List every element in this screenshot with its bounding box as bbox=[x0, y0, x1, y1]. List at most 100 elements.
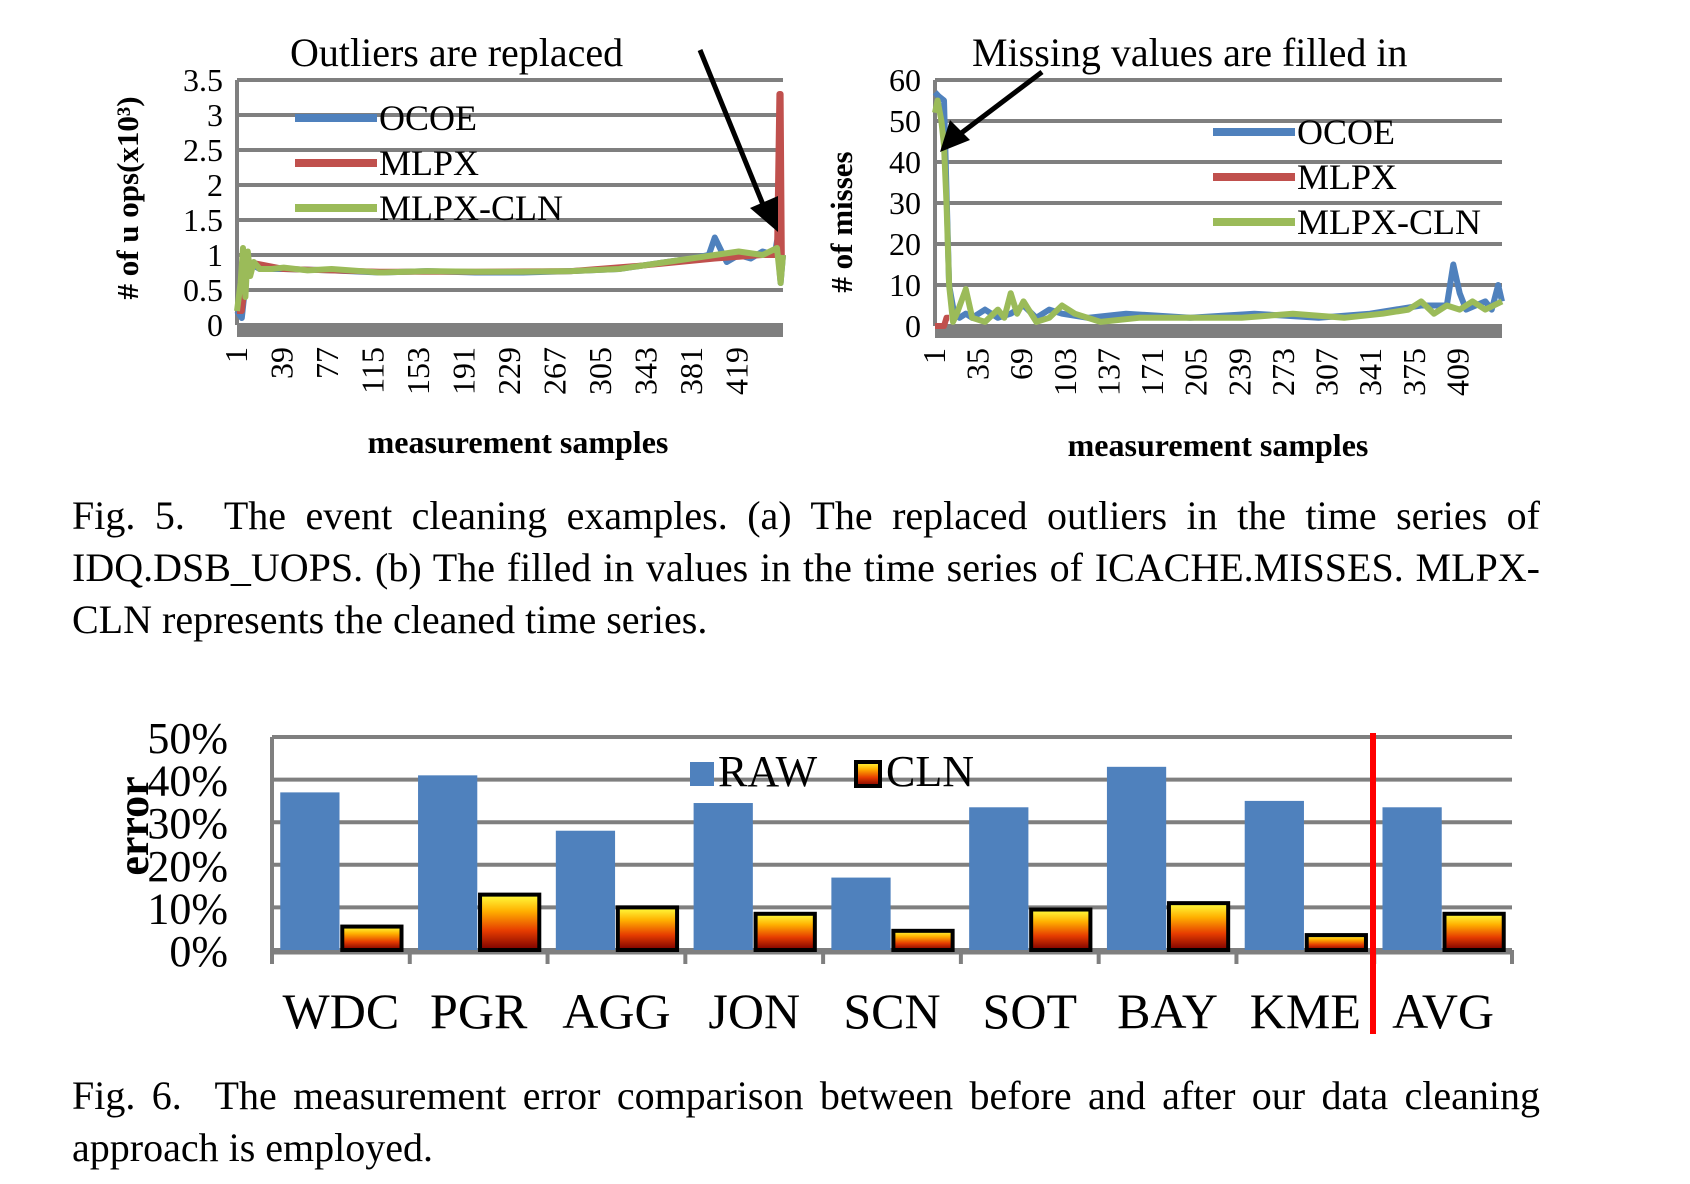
x-tick-label: 205 bbox=[1178, 348, 1214, 396]
annotation-arrow bbox=[697, 49, 778, 232]
legend: OCOE MLPX MLPX-CLN bbox=[1213, 112, 1481, 242]
x-tick-label: 419 bbox=[719, 347, 755, 395]
y-axis-label: # of misses bbox=[824, 151, 859, 292]
y-tick-label: 1 bbox=[207, 237, 223, 273]
x-tick-label: BAY bbox=[1117, 983, 1218, 1039]
x-tick-label: 39 bbox=[264, 347, 300, 379]
x-tick-label: 341 bbox=[1352, 348, 1388, 396]
bar-cln-sot bbox=[1029, 907, 1093, 952]
chart-uops-outliers: 00.511.522.533.5 1 39 77 115 153 191 229 267 305… bbox=[110, 30, 786, 460]
x-tick-label: 103 bbox=[1047, 348, 1083, 396]
x-axis-label: measurement samples bbox=[1068, 427, 1369, 463]
x-tick-label: 343 bbox=[628, 347, 664, 395]
x-tick-label: AVG bbox=[1392, 983, 1494, 1039]
bar-cln-bay bbox=[1166, 901, 1231, 952]
bar-raw-jon bbox=[693, 803, 753, 950]
x-axis bbox=[237, 323, 783, 337]
y-axis-label: # of u ops(x10³) bbox=[110, 96, 145, 299]
bar-cln-avg bbox=[1442, 911, 1506, 952]
legend-swatch-cln bbox=[854, 760, 882, 788]
x-tick-label: 191 bbox=[446, 347, 482, 395]
x-tick-labels: 1 39 77 115 153 191 229 267 305 343 381 419 bbox=[218, 347, 755, 395]
x-tick-label: 77 bbox=[309, 347, 345, 379]
x-tick-label: 229 bbox=[491, 347, 527, 395]
x-tick-label: SOT bbox=[983, 983, 1077, 1039]
y-tick-label: 1.5 bbox=[183, 202, 223, 238]
y-tick-label: 0 bbox=[207, 307, 223, 343]
x-tick-label: 307 bbox=[1309, 348, 1345, 396]
x-tick-label: 115 bbox=[355, 347, 391, 394]
y-tick-label: 30 bbox=[889, 185, 921, 221]
series-line-mlpx-cln bbox=[234, 245, 786, 312]
y-tick-labels: 00.511.522.533.5 bbox=[183, 62, 223, 343]
legend-swatch-raw bbox=[690, 762, 714, 786]
y-tick-label: 2 bbox=[207, 167, 223, 203]
x-tick-label: KME bbox=[1250, 983, 1361, 1039]
bar-raw-kme bbox=[1244, 800, 1304, 950]
legend-label: MLPX bbox=[379, 143, 479, 183]
series-line-mlpx bbox=[935, 314, 950, 329]
annotation-text: Missing values are filled in bbox=[972, 30, 1407, 75]
bar-raw-agg bbox=[555, 830, 616, 950]
figure-5-caption: Fig. 5. The event cleaning examples. (a)… bbox=[72, 490, 1540, 646]
y-tick-label: 40 bbox=[889, 144, 921, 180]
x-axis-label: measurement samples bbox=[368, 424, 669, 460]
x-tick-labels: WDC PGR AGG JON SCN SOT BAY KME AVG bbox=[283, 983, 1494, 1039]
x-tick-label: WDC bbox=[283, 983, 400, 1039]
x-tick-label: 137 bbox=[1090, 348, 1126, 396]
y-tick-label: 10% bbox=[147, 884, 228, 933]
bar-raw-wdc bbox=[280, 792, 340, 950]
legend-label: MLPX-CLN bbox=[379, 188, 563, 228]
y-tick-label: 20 bbox=[889, 226, 921, 262]
x-tick-label: 171 bbox=[1134, 348, 1170, 396]
y-tick-labels: 0 10 20 30 40 50 60 bbox=[889, 62, 921, 344]
x-tick-label: 69 bbox=[1003, 348, 1039, 380]
x-tick-label: 375 bbox=[1396, 348, 1432, 396]
legend-label: MLPX bbox=[1297, 157, 1397, 197]
x-tick-label: 409 bbox=[1439, 348, 1475, 396]
y-tick-label: 3.5 bbox=[183, 62, 223, 98]
legend-label: RAW bbox=[718, 747, 818, 796]
legend-label: OCOE bbox=[379, 98, 477, 138]
x-tick-label: 35 bbox=[960, 348, 996, 380]
x-tick-label: AGG bbox=[562, 983, 670, 1039]
bar-raw-avg bbox=[1382, 807, 1442, 950]
legend-label: OCOE bbox=[1297, 112, 1395, 152]
y-tick-label: 2.5 bbox=[183, 132, 223, 168]
y-axis-label: error bbox=[109, 776, 158, 875]
bar-cln-wdc bbox=[340, 924, 404, 953]
x-tick-label: 1 bbox=[218, 347, 254, 363]
x-tick-label: PGR bbox=[430, 983, 528, 1039]
legend-label: CLN bbox=[886, 747, 974, 796]
x-tick-label: 267 bbox=[537, 347, 573, 395]
bar-cln-pgr bbox=[478, 892, 542, 952]
y-tick-label: 50% bbox=[147, 714, 228, 763]
y-tick-label: 0 bbox=[905, 308, 921, 344]
bar-cln-kme bbox=[1304, 933, 1368, 952]
y-tick-label: 0% bbox=[169, 927, 228, 976]
x-tick-label: 273 bbox=[1265, 348, 1301, 396]
x-tick-label: SCN bbox=[843, 983, 940, 1039]
bar-raw-scn bbox=[831, 877, 891, 950]
bar-raw-bay bbox=[1106, 766, 1167, 950]
x-tick-label: JON bbox=[708, 983, 800, 1039]
series-line-mlpx-cln bbox=[932, 97, 1504, 325]
bar-cln-jon bbox=[753, 911, 817, 952]
bar-cln-scn bbox=[891, 928, 955, 953]
x-tick-label: 305 bbox=[582, 347, 618, 395]
x-axis bbox=[935, 324, 1502, 338]
y-tick-label: 50 bbox=[889, 103, 921, 139]
y-tick-label: 40% bbox=[147, 757, 228, 806]
legend: OCOE MLPX MLPX-CLN bbox=[295, 98, 563, 228]
figure-6-caption: Fig. 6. The measurement error comparison… bbox=[72, 1070, 1540, 1174]
legend-label: MLPX-CLN bbox=[1297, 202, 1481, 242]
x-tick-label: 239 bbox=[1221, 348, 1257, 396]
caption-text: Fig. 6. The measurement error comparison… bbox=[72, 1073, 1540, 1170]
y-tick-label: 10 bbox=[889, 267, 921, 303]
series-line-ocoe bbox=[234, 234, 786, 321]
annotation-text: Outliers are replaced bbox=[290, 30, 623, 75]
x-tick-labels: 1 35 69 103 137 171 205 239 273 307 341 375 409 bbox=[916, 348, 1475, 396]
chart-icache-missing: 0 10 20 30 40 50 60 1 35 69 103 137 171 205 239 273 307… bbox=[824, 30, 1505, 463]
y-tick-labels: 0%10%20%30%40%50% bbox=[147, 714, 228, 976]
caption-text: Fig. 5. The event cleaning examples. (a)… bbox=[72, 493, 1540, 642]
